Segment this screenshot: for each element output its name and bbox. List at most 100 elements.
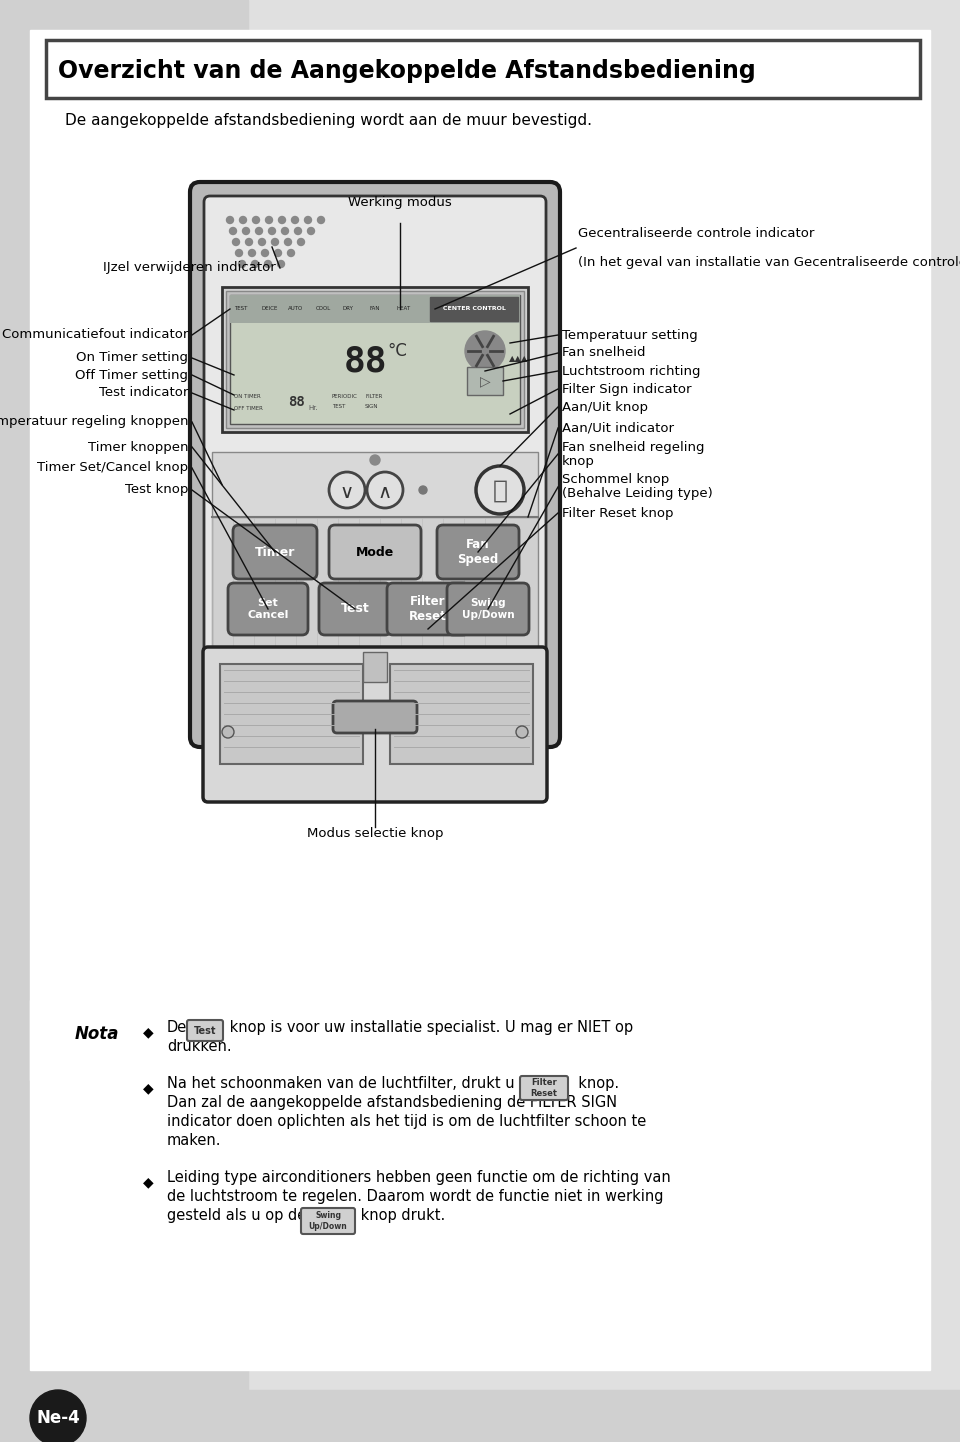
- Text: De aangekoppelde afstandsbediening wordt aan de muur bevestigd.: De aangekoppelde afstandsbediening wordt…: [65, 112, 592, 127]
- Text: ON TIMER: ON TIMER: [234, 394, 261, 398]
- Circle shape: [295, 228, 301, 235]
- Text: TEST: TEST: [234, 307, 248, 311]
- Bar: [222, 287, 528, 433]
- Text: PERIODIC: PERIODIC: [332, 394, 358, 398]
- Text: 88: 88: [288, 395, 304, 410]
- Text: indicator doen oplichten als het tijd is om de luchtfilter schoon te: indicator doen oplichten als het tijd is…: [167, 1115, 646, 1129]
- Circle shape: [298, 238, 304, 245]
- Bar: [0, 1390, 960, 1442]
- Text: CENTER CONTROL: CENTER CONTROL: [443, 307, 505, 311]
- FancyBboxPatch shape: [319, 583, 391, 634]
- Circle shape: [419, 486, 427, 495]
- FancyBboxPatch shape: [301, 1208, 355, 1234]
- Circle shape: [307, 228, 315, 235]
- Text: Filter Reset knop: Filter Reset knop: [562, 506, 674, 519]
- Circle shape: [318, 216, 324, 224]
- Circle shape: [278, 216, 285, 224]
- Text: TEST: TEST: [332, 404, 346, 408]
- Bar: [30, 30, 930, 1080]
- Circle shape: [329, 472, 365, 508]
- Text: Luchtstroom richting: Luchtstroom richting: [562, 365, 701, 378]
- Text: Werking modus: Werking modus: [348, 196, 452, 209]
- Text: OFF TIMER: OFF TIMER: [234, 405, 263, 411]
- Text: HEAT: HEAT: [396, 307, 411, 311]
- Text: 88: 88: [344, 345, 387, 378]
- Circle shape: [246, 238, 252, 245]
- Text: de luchtstroom te regelen. Daarom wordt de functie niet in werking: de luchtstroom te regelen. Daarom wordt …: [167, 1190, 663, 1204]
- Circle shape: [287, 249, 295, 257]
- Bar: [230, 296, 520, 323]
- FancyBboxPatch shape: [333, 701, 417, 733]
- Text: Test knop: Test knop: [125, 483, 188, 496]
- Text: Fan snelheid: Fan snelheid: [562, 346, 645, 359]
- Bar: [212, 451, 538, 518]
- Text: Off Timer setting: Off Timer setting: [75, 369, 188, 382]
- Text: ◆: ◆: [143, 1025, 154, 1040]
- Bar: [467, 368, 503, 395]
- Text: gesteld als u op de: gesteld als u op de: [167, 1208, 306, 1223]
- Text: Fan
Speed: Fan Speed: [457, 538, 498, 567]
- Bar: [30, 999, 930, 1370]
- Text: Leiding type airconditioners hebben geen functie om de richting van: Leiding type airconditioners hebben geen…: [167, 1169, 671, 1185]
- Text: Swing
Up/Down: Swing Up/Down: [308, 1211, 348, 1230]
- Text: AUTO: AUTO: [288, 307, 303, 311]
- Circle shape: [269, 228, 276, 235]
- Text: Dan zal de aangekoppelde afstandsbediening de FILTER SIGN: Dan zal de aangekoppelde afstandsbedieni…: [167, 1094, 617, 1110]
- Text: knop is voor uw installatie specialist. U mag er NIET op: knop is voor uw installatie specialist. …: [225, 1019, 634, 1035]
- Text: ◆: ◆: [143, 1175, 154, 1190]
- Text: Filter
Reset: Filter Reset: [531, 1079, 558, 1097]
- Text: SIGN: SIGN: [365, 404, 378, 408]
- Text: ⏻: ⏻: [492, 479, 508, 503]
- Text: Test: Test: [341, 603, 370, 616]
- Text: Mode: Mode: [356, 545, 395, 558]
- Text: Test: Test: [194, 1025, 216, 1035]
- Text: Aan/Uit knop: Aan/Uit knop: [562, 401, 648, 414]
- FancyBboxPatch shape: [187, 1019, 223, 1041]
- Text: Filter Sign indicator: Filter Sign indicator: [562, 382, 691, 395]
- Text: Swing
Up/Down: Swing Up/Down: [462, 598, 515, 620]
- Bar: [0, 0, 248, 1442]
- Bar: [230, 296, 520, 424]
- Bar: [363, 652, 387, 682]
- Text: IJzel verwijderen indicator: IJzel verwijderen indicator: [104, 261, 276, 274]
- Text: Overzicht van de Aangekoppelde Afstandsbediening: Overzicht van de Aangekoppelde Afstandsb…: [58, 59, 756, 84]
- Bar: [430, 297, 518, 322]
- Text: Schommel knop: Schommel knop: [562, 473, 669, 486]
- Text: ∨: ∨: [340, 483, 354, 502]
- Circle shape: [272, 238, 278, 245]
- Circle shape: [243, 228, 250, 235]
- Text: knop: knop: [562, 454, 595, 467]
- Text: knop drukt.: knop drukt.: [356, 1208, 445, 1223]
- FancyBboxPatch shape: [233, 525, 317, 580]
- Circle shape: [292, 216, 299, 224]
- Text: DRY: DRY: [343, 307, 353, 311]
- Circle shape: [252, 261, 258, 268]
- Text: (In het geval van installatie van Gecentraliseerde controle): (In het geval van installatie van Gecent…: [578, 257, 960, 270]
- Circle shape: [235, 249, 243, 257]
- Text: ▲▲▲: ▲▲▲: [509, 355, 529, 363]
- Text: De: De: [167, 1019, 187, 1035]
- Circle shape: [227, 216, 233, 224]
- Text: Fan snelheid regeling: Fan snelheid regeling: [562, 440, 705, 453]
- Text: ∧: ∧: [378, 483, 392, 502]
- Circle shape: [261, 249, 269, 257]
- FancyBboxPatch shape: [447, 583, 529, 634]
- Bar: [390, 663, 533, 764]
- Text: Filter
Reset: Filter Reset: [409, 596, 446, 623]
- Text: On Timer setting: On Timer setting: [76, 352, 188, 365]
- FancyBboxPatch shape: [190, 182, 560, 747]
- Circle shape: [465, 332, 505, 371]
- Text: knop.: knop.: [569, 1076, 619, 1092]
- Circle shape: [370, 456, 380, 464]
- Text: Aan/Uit indicator: Aan/Uit indicator: [562, 421, 674, 434]
- Circle shape: [30, 1390, 86, 1442]
- Circle shape: [266, 216, 273, 224]
- Text: ▷: ▷: [480, 373, 491, 388]
- Circle shape: [238, 261, 246, 268]
- Circle shape: [304, 216, 311, 224]
- Circle shape: [281, 228, 289, 235]
- FancyBboxPatch shape: [203, 647, 547, 802]
- Circle shape: [258, 238, 266, 245]
- Text: FILTER: FILTER: [365, 394, 382, 398]
- Circle shape: [284, 238, 292, 245]
